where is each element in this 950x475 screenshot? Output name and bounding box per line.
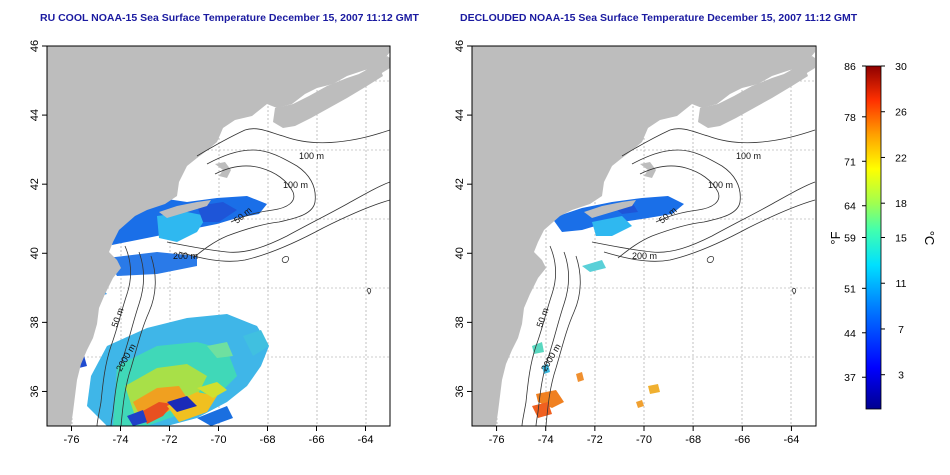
x-tick-label: -74 bbox=[538, 434, 554, 446]
fahrenheit-tick-label: 64 bbox=[844, 201, 856, 213]
temperature-colorbar: 30 26 22 18 15 11 7 3 86 78 71 64 59 51 44 37 °F °C bbox=[828, 61, 937, 410]
contour-label: 200 m bbox=[173, 251, 198, 261]
x-tick-label: -66 bbox=[309, 434, 325, 446]
x-tick-label: -64 bbox=[783, 434, 799, 446]
x-tick-label: -76 bbox=[489, 434, 505, 446]
x-tick-label: -64 bbox=[358, 434, 374, 446]
contour-label: 100 m bbox=[736, 151, 761, 161]
celsius-tick-label: 11 bbox=[896, 278, 907, 290]
x-tick-label: -72 bbox=[162, 434, 178, 446]
fahrenheit-tick-label: 86 bbox=[844, 61, 856, 73]
x-tick-label: -70 bbox=[636, 434, 652, 446]
y-tick-label: 46 bbox=[454, 40, 466, 52]
fahrenheit-tick-label: 44 bbox=[844, 328, 856, 340]
fahrenheit-unit-label: °F bbox=[828, 231, 843, 244]
y-tick-label: 38 bbox=[454, 316, 466, 328]
y-tick-label: 46 bbox=[29, 40, 41, 52]
y-tick-label: 42 bbox=[29, 178, 41, 190]
x-tick-label: -68 bbox=[260, 434, 276, 446]
left-axes: -76 -74 -72 -70 -68 -66 -64 36 38 40 42 44 46 bbox=[29, 40, 374, 446]
fahrenheit-tick-label: 37 bbox=[844, 372, 856, 384]
celsius-tick-label: 26 bbox=[895, 107, 907, 119]
y-tick-label: 44 bbox=[454, 109, 466, 121]
y-tick-label: 44 bbox=[29, 109, 41, 121]
left-map-panel: 100 m 100 m 50 m 200 m 50 m 2000 m -76 -7… bbox=[29, 40, 391, 446]
y-tick-label: 40 bbox=[29, 247, 41, 259]
x-tick-label: -76 bbox=[64, 434, 80, 446]
celsius-tick-label: 3 bbox=[898, 370, 904, 382]
x-tick-label: -70 bbox=[211, 434, 227, 446]
contour-label: 200 m bbox=[632, 251, 657, 261]
right-panel-title: DECLOUDED NOAA-15 Sea Surface Temperatur… bbox=[460, 12, 858, 24]
x-tick-label: -68 bbox=[685, 434, 701, 446]
y-tick-label: 40 bbox=[454, 247, 466, 259]
celsius-tick-label: 15 bbox=[895, 233, 907, 245]
celsius-tick-label: 30 bbox=[895, 61, 907, 73]
y-tick-label: 36 bbox=[29, 385, 41, 397]
y-tick-label: 38 bbox=[29, 316, 41, 328]
contour-label: 100 m bbox=[283, 180, 308, 190]
right-map-panel: 100 m 100 m 50 m 200 m 50 m 2000 m -76 -7… bbox=[454, 40, 817, 446]
x-tick-label: -74 bbox=[113, 434, 129, 446]
fahrenheit-tick-label: 78 bbox=[844, 112, 856, 124]
y-tick-label: 36 bbox=[454, 385, 466, 397]
right-axes: -76 -74 -72 -70 -68 -66 -64 36 38 40 42 44 46 bbox=[454, 40, 799, 446]
celsius-tick-label: 7 bbox=[898, 324, 904, 336]
y-tick-label: 42 bbox=[454, 178, 466, 190]
celsius-tick-label: 18 bbox=[895, 198, 907, 210]
fahrenheit-tick-label: 71 bbox=[844, 156, 856, 168]
left-panel-title: RU COOL NOAA-15 Sea Surface Temperature … bbox=[40, 12, 419, 24]
x-tick-label: -72 bbox=[587, 434, 603, 446]
contour-label: 100 m bbox=[299, 151, 324, 161]
fahrenheit-tick-label: 59 bbox=[844, 233, 856, 245]
contour-label: 100 m bbox=[708, 180, 733, 190]
x-tick-label: -66 bbox=[734, 434, 750, 446]
fahrenheit-tick-label: 51 bbox=[844, 283, 856, 295]
celsius-unit-label: °C bbox=[922, 231, 937, 246]
celsius-tick-label: 22 bbox=[895, 152, 907, 164]
